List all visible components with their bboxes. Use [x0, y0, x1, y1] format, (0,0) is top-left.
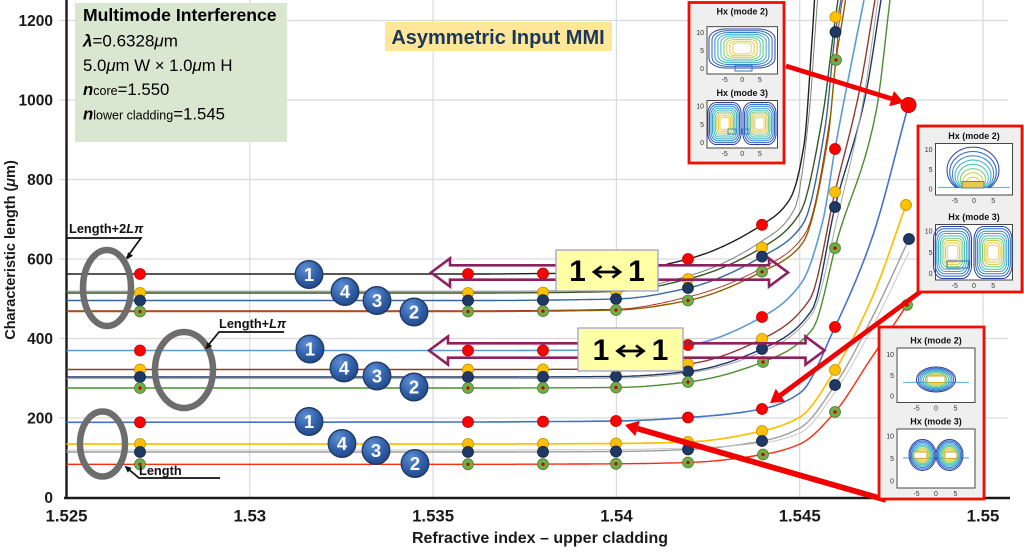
svg-text:5: 5: [700, 122, 704, 129]
svg-text:1: 1: [305, 339, 315, 360]
svg-text:2: 2: [409, 302, 419, 323]
svg-text:1: 1: [628, 255, 645, 288]
svg-text:10: 10: [925, 229, 933, 236]
svg-text:0: 0: [700, 140, 704, 147]
svg-text:400: 400: [27, 331, 53, 348]
svg-text:1.535: 1.535: [412, 507, 454, 526]
svg-text:Refractive index – upper cladd: Refractive index – upper cladding: [412, 530, 668, 547]
svg-text:5: 5: [758, 151, 762, 158]
svg-text:0: 0: [740, 77, 744, 84]
svg-text:0: 0: [44, 490, 53, 507]
svg-text:1.54: 1.54: [600, 507, 633, 526]
svg-text:1: 1: [652, 334, 669, 367]
svg-text:Length+2Lπ: Length+2Lπ: [69, 221, 144, 236]
svg-text:-5: -5: [722, 77, 728, 84]
svg-text:5: 5: [700, 48, 704, 55]
svg-text:Length+Lπ: Length+Lπ: [219, 316, 287, 331]
svg-text:0: 0: [740, 151, 744, 158]
svg-text:0: 0: [929, 186, 933, 193]
svg-text:1.53: 1.53: [233, 507, 266, 526]
svg-text:1: 1: [304, 411, 314, 432]
svg-text:Hx (mode 3): Hx (mode 3): [716, 88, 768, 98]
svg-text:1: 1: [569, 255, 586, 288]
svg-text:1.545: 1.545: [779, 507, 821, 526]
svg-text:0: 0: [972, 283, 976, 290]
svg-text:1.525: 1.525: [46, 507, 88, 526]
svg-text:Hx (mode 3): Hx (mode 3): [910, 417, 962, 427]
svg-text:10: 10: [696, 104, 704, 111]
svg-text:4: 4: [339, 358, 350, 379]
svg-text:Hx (mode 2): Hx (mode 2): [716, 7, 768, 17]
svg-text:-5: -5: [913, 491, 919, 498]
svg-text:5: 5: [929, 250, 933, 257]
svg-text:5: 5: [991, 198, 995, 205]
svg-text:4: 4: [340, 281, 351, 302]
svg-text:3: 3: [372, 366, 382, 387]
svg-text:Asymmetric Input MMI: Asymmetric Input MMI: [391, 27, 604, 49]
svg-text:200: 200: [27, 411, 53, 428]
svg-text:1: 1: [304, 264, 314, 285]
svg-text:600: 600: [27, 252, 53, 269]
svg-text:-5: -5: [952, 283, 958, 290]
svg-text:-5: -5: [722, 151, 728, 158]
svg-text:0: 0: [890, 478, 894, 485]
svg-text:5: 5: [890, 456, 894, 463]
svg-text:5: 5: [890, 373, 894, 380]
svg-text:800: 800: [27, 172, 53, 189]
svg-text:0: 0: [890, 393, 894, 400]
svg-text:5: 5: [954, 406, 958, 413]
svg-text:2: 2: [409, 377, 419, 398]
svg-text:λ=0.6328μm: λ=0.6328μm: [82, 32, 178, 51]
svg-text:Hx (mode 3): Hx (mode 3): [948, 212, 1000, 222]
svg-text:5: 5: [954, 491, 958, 498]
svg-text:0: 0: [700, 66, 704, 73]
svg-text:5: 5: [929, 167, 933, 174]
svg-text:0: 0: [972, 198, 976, 205]
svg-text:Multimode Interference: Multimode Interference: [83, 5, 277, 25]
svg-text:1: 1: [593, 334, 610, 367]
svg-text:0: 0: [929, 271, 933, 278]
svg-text:1.55: 1.55: [967, 507, 1000, 526]
svg-text:Characteristic length (μm): Characteristic length (μm): [3, 160, 19, 340]
svg-text:3: 3: [371, 440, 381, 461]
svg-text:Hx (mode 2): Hx (mode 2): [948, 131, 1000, 141]
svg-text:1200: 1200: [19, 13, 53, 30]
svg-text:1000: 1000: [19, 93, 53, 110]
svg-text:4: 4: [337, 433, 348, 454]
svg-text:10: 10: [696, 30, 704, 37]
svg-text:2: 2: [410, 453, 420, 474]
svg-text:10: 10: [925, 147, 933, 154]
svg-text:5.0μm W × 1.0μm H: 5.0μm W × 1.0μm H: [83, 56, 232, 75]
svg-text:0: 0: [934, 406, 938, 413]
svg-text:10: 10: [886, 434, 894, 441]
svg-text:10: 10: [886, 352, 894, 359]
svg-text:ncore=1.550: ncore=1.550: [83, 80, 169, 99]
svg-text:Hx (mode 2): Hx (mode 2): [910, 336, 962, 346]
svg-text:5: 5: [758, 77, 762, 84]
svg-text:0: 0: [934, 491, 938, 498]
svg-text:-5: -5: [913, 406, 919, 413]
svg-text:5: 5: [991, 283, 995, 290]
svg-text:nlower cladding=1.545: nlower cladding=1.545: [83, 105, 225, 124]
svg-text:-5: -5: [952, 198, 958, 205]
svg-text:Length: Length: [139, 463, 182, 478]
svg-text:3: 3: [372, 290, 382, 311]
